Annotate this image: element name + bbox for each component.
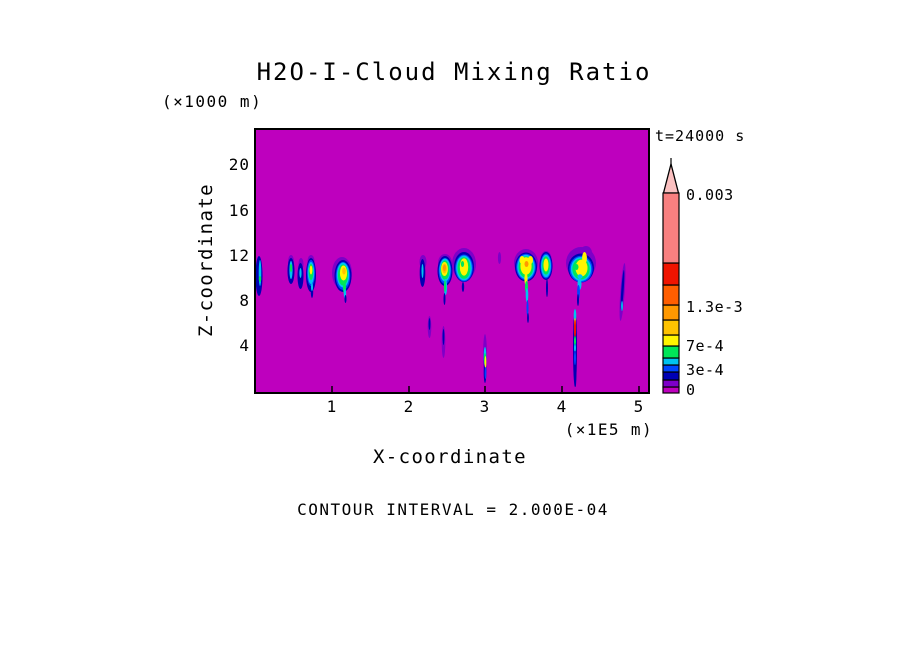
colorbar-segment-salmon	[662, 192, 680, 264]
colorbar-label: 3e-4	[686, 361, 725, 379]
colorbar-segment-blue	[662, 364, 680, 373]
colorbar-segment-purple	[662, 379, 680, 388]
x-tick-mark	[561, 386, 563, 392]
streak-j	[619, 263, 626, 321]
x-tick-mark	[408, 386, 410, 392]
x-tick-label: 3	[479, 397, 491, 416]
x-tick-label: 5	[633, 397, 645, 416]
x-tick-mark	[331, 386, 333, 392]
colorbar-label: 1.3e-3	[686, 298, 744, 316]
colorbar-segment-cyan	[662, 357, 680, 366]
streak-c	[297, 258, 304, 289]
colorbar-segment-red	[662, 262, 680, 286]
time-annotation: t=24000 s	[655, 127, 746, 145]
x-axis-title: X-coordinate	[372, 446, 528, 468]
x-tick-mark	[484, 386, 486, 392]
colorbar-label: 0.003	[686, 186, 734, 204]
x-tick-label: 1	[326, 397, 338, 416]
z-tick-label: 4	[239, 336, 250, 355]
plot-area	[254, 128, 650, 394]
colorbar-segment-gold	[662, 319, 680, 336]
streak-k	[483, 334, 487, 383]
colorbar-segment-navy	[662, 371, 680, 381]
streak-b	[287, 255, 295, 284]
contour-field-canvas	[256, 130, 648, 392]
cloud-h2	[539, 251, 553, 297]
streak-p2	[441, 326, 446, 358]
cloud-i	[566, 246, 596, 306]
x-tick-label: 2	[403, 397, 415, 416]
colorbar-segment-orangered	[662, 284, 680, 306]
colorbar-segment-yellow	[662, 334, 680, 347]
colorbar-segment-orange	[662, 304, 680, 321]
cloud-g2	[452, 248, 476, 292]
cloud-g1	[437, 254, 453, 305]
colorbar-label: 7e-4	[686, 337, 725, 355]
z-tick-label: 12	[228, 246, 250, 265]
streak-p1	[427, 316, 432, 338]
z-tick-label: 16	[228, 201, 250, 220]
z-axis-units-label: (×1000 m)	[162, 92, 263, 111]
z-tick-label: 8	[239, 291, 250, 310]
chart-title: H2O-I-Cloud Mixing Ratio	[256, 58, 652, 86]
z-tick-label: 20	[228, 155, 250, 174]
colorbar	[662, 158, 680, 394]
streak-a	[256, 256, 263, 296]
streak-l	[573, 309, 577, 387]
colorbar-segment-green	[662, 345, 680, 359]
colorbar-segment-bg	[662, 386, 680, 394]
x-tick-mark	[638, 386, 640, 392]
cloud-e	[332, 257, 352, 303]
streak-f	[419, 255, 427, 287]
cloud-h1	[514, 249, 538, 323]
colorbar-label: 0	[686, 381, 696, 399]
x-axis-units-label: (×1E5 m)	[564, 420, 653, 439]
contour-interval-note: CONTOUR INTERVAL = 2.000E-04	[297, 500, 609, 519]
cloud-d	[306, 255, 316, 298]
z-axis-title: Z-coordinate	[195, 182, 217, 338]
colorbar-arrow	[662, 161, 680, 194]
dash-top	[497, 252, 502, 264]
x-tick-label: 4	[556, 397, 568, 416]
